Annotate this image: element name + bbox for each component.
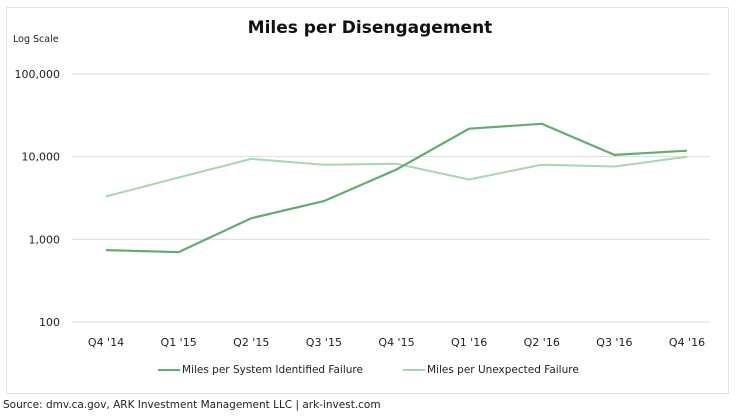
x-tick-label: Q2 '15: [233, 336, 269, 349]
y-tick-label: 1,000: [29, 233, 61, 246]
series-lines: [105, 122, 688, 254]
x-tick-label: Q4 '16: [669, 336, 705, 349]
legend-swatch: [158, 369, 180, 371]
series-line-unexpected: [105, 155, 688, 198]
y-axis-ticks: 100 1,000 10,000 100,000: [15, 68, 61, 329]
chart-frame: [6, 7, 729, 394]
legend-swatch: [403, 369, 425, 371]
gridlines: [72, 73, 710, 323]
series-line-system-identified: [105, 122, 688, 254]
scale-note: Log Scale: [13, 34, 59, 45]
x-tick-label: Q4 '15: [378, 336, 414, 349]
legend-label: Miles per System Identified Failure: [182, 364, 363, 376]
x-tick-label: Q4 '14: [88, 336, 124, 349]
x-tick-label: Q2 '16: [524, 336, 560, 349]
chart-title: Miles per Disengagement: [247, 18, 493, 38]
y-tick-label: 100: [39, 316, 60, 329]
x-axis-ticks: Q4 '14 Q1 '15 Q2 '15 Q3 '15 Q4 '15 Q1 '16 Q2 '…: [88, 336, 705, 349]
legend-item-system-identified: Miles per System Identified Failure: [158, 364, 363, 376]
legend-label: Miles per Unexpected Failure: [427, 364, 579, 376]
legend-item-unexpected: Miles per Unexpected Failure: [403, 364, 579, 376]
x-tick-label: Q1 '15: [161, 336, 197, 349]
x-tick-label: Q3 '16: [596, 336, 632, 349]
y-tick-label: 10,000: [22, 151, 61, 164]
x-tick-label: Q1 '16: [451, 336, 487, 349]
y-tick-label: 100,000: [15, 68, 61, 81]
source-note: Source: dmv.ca.gov, ARK Investment Manag…: [3, 399, 381, 411]
x-tick-label: Q3 '15: [306, 336, 342, 349]
